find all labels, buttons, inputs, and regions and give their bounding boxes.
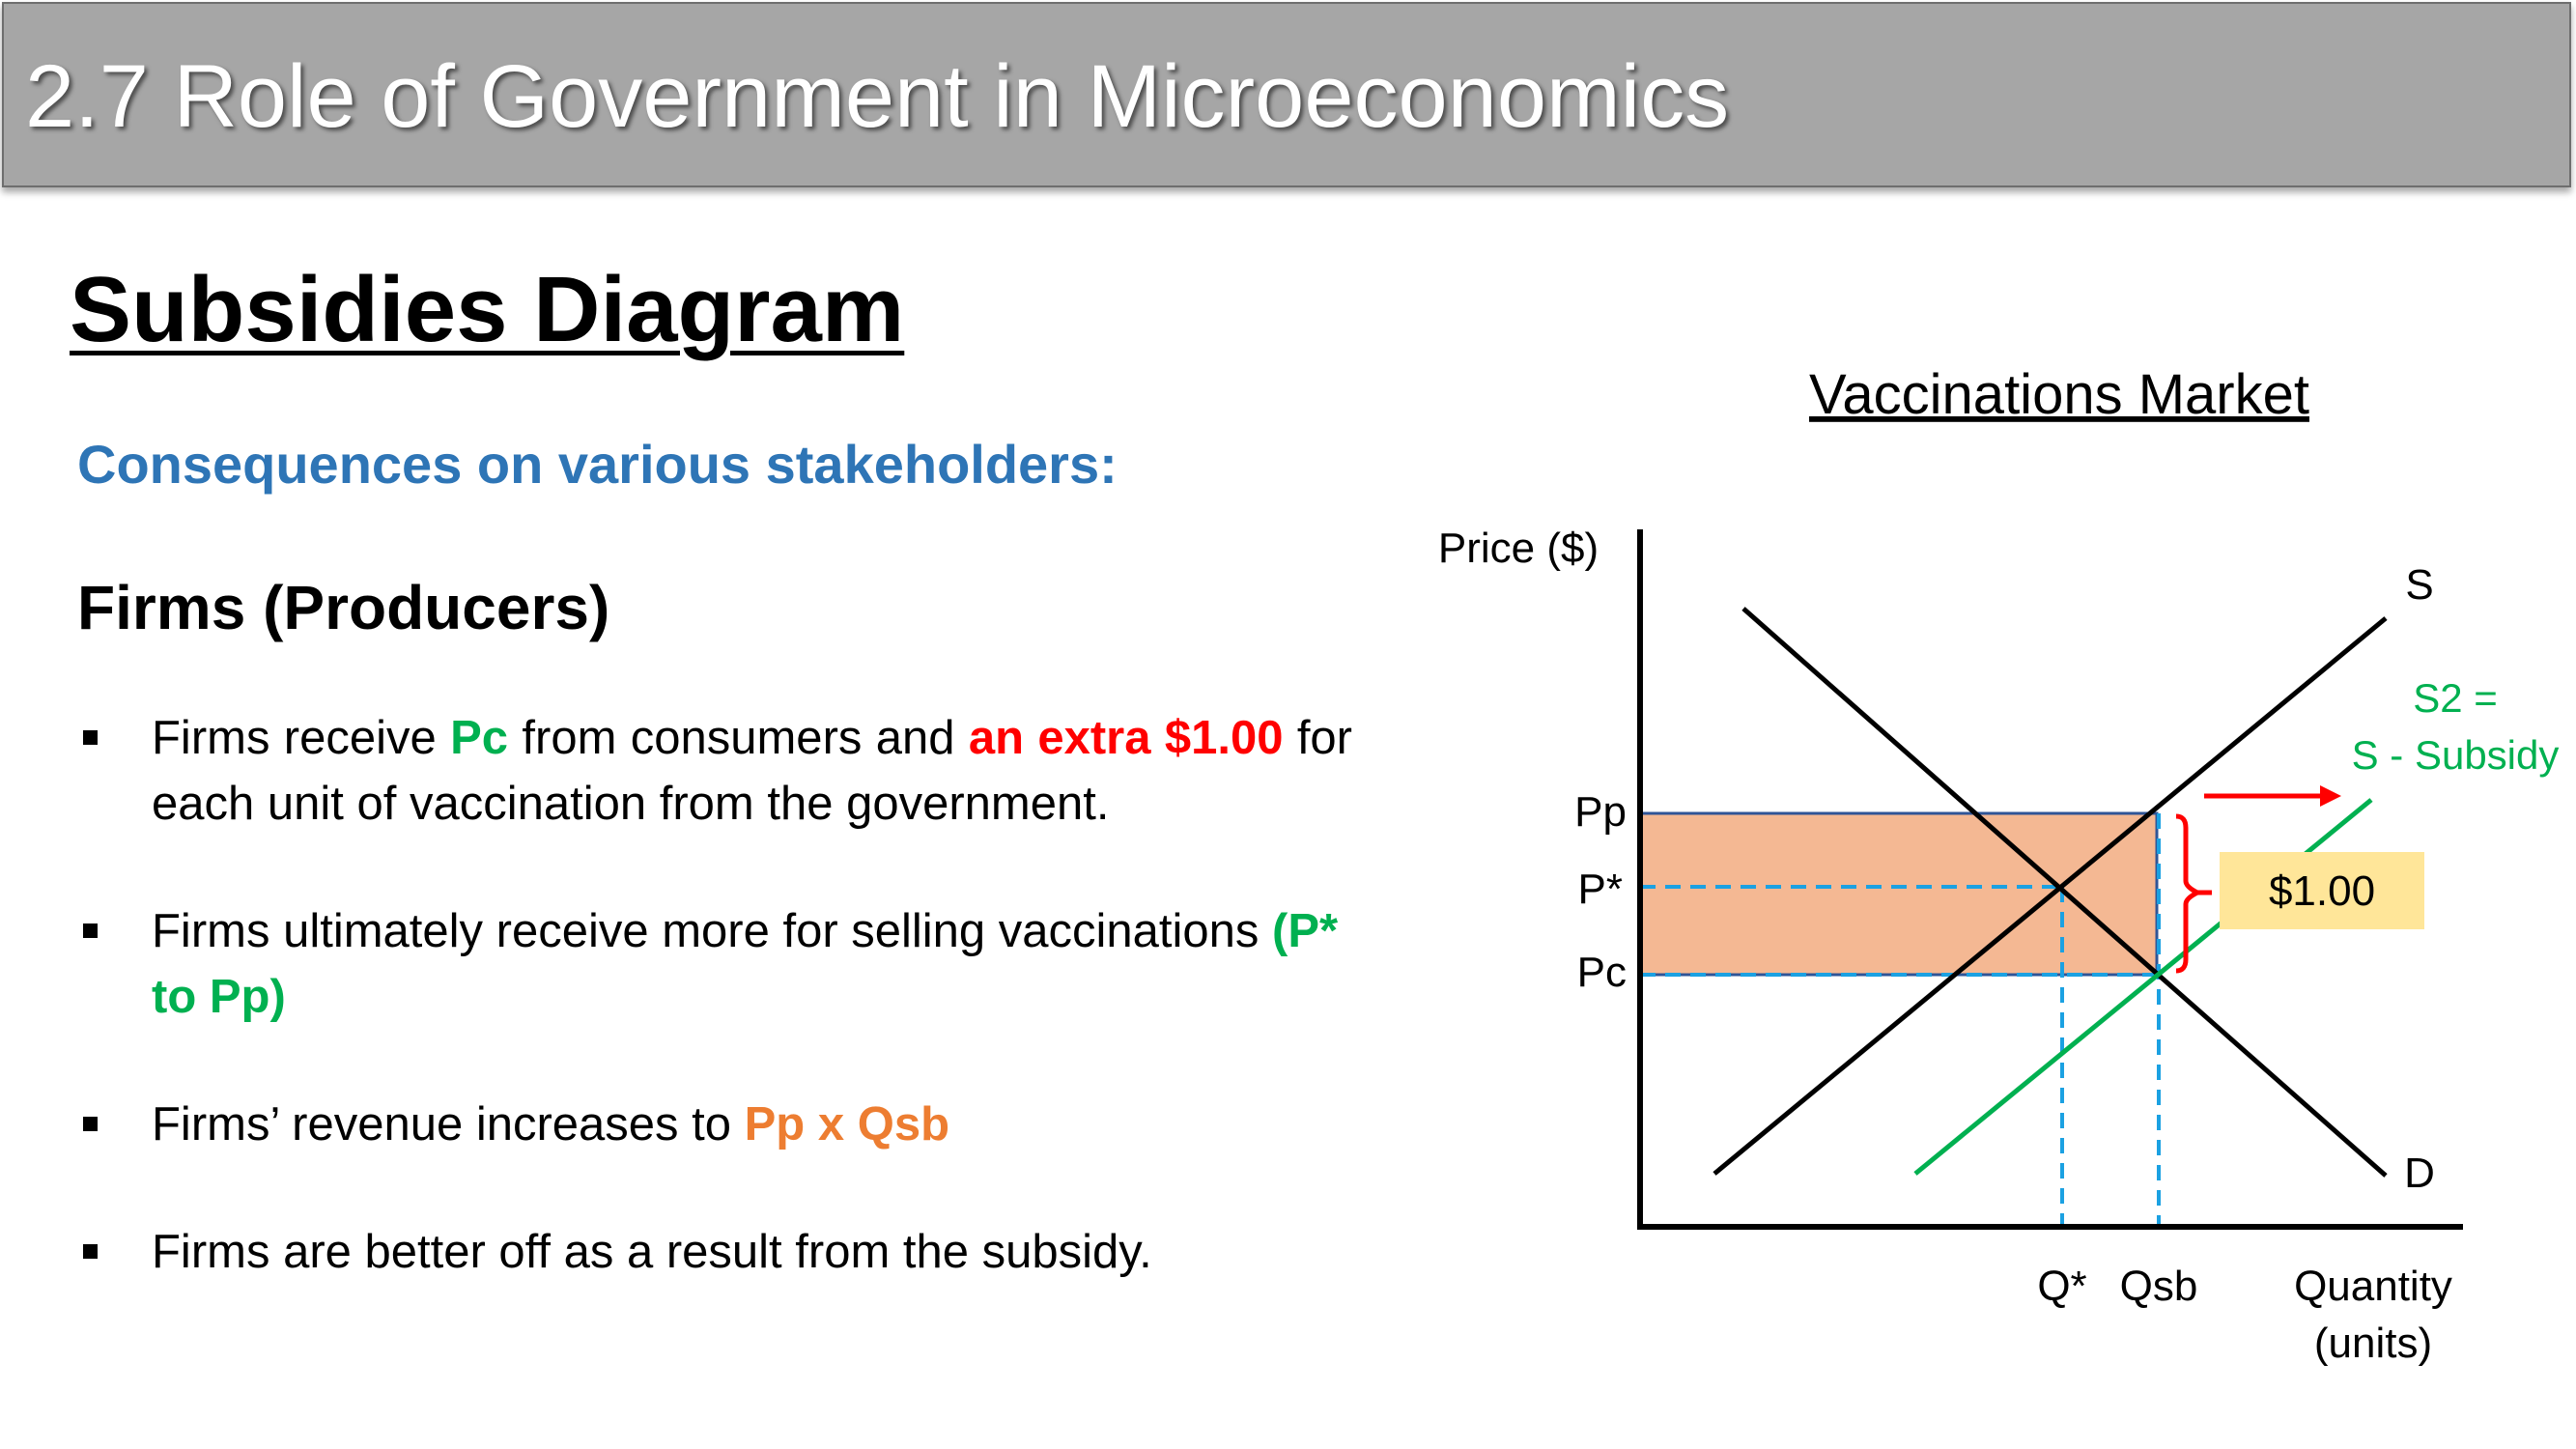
subsidy-amount-box xyxy=(2220,852,2424,929)
pstar-label: P* xyxy=(1578,866,1623,913)
supply-shift-arrow-head-icon xyxy=(2320,785,2341,807)
bullet-item: Firms are better off as a result from th… xyxy=(77,1219,1352,1285)
x-axis-label-line2: (units) xyxy=(2314,1320,2432,1367)
pc-highlight: Pc xyxy=(450,712,509,764)
bullet-text: from consumers and xyxy=(508,712,969,764)
demand-curve xyxy=(1741,607,2388,1178)
demand-label: D xyxy=(2404,1150,2435,1197)
stakeholders-subheading: Consequences on various stakeholders: xyxy=(77,434,1118,495)
square-bullet-icon xyxy=(83,1244,98,1259)
supply-curve xyxy=(1713,616,2388,1176)
bullet-item: Firms receive Pc from consumers and an e… xyxy=(77,705,1352,837)
slide-header: 2.7 Role of Government in Microeconomics xyxy=(2,2,2571,187)
price-change-highlight: (P* to Pp) xyxy=(152,905,1339,1023)
square-bullet-icon xyxy=(83,1117,98,1131)
revenue-highlight: Pp x Qsb xyxy=(744,1098,950,1151)
bullet-text: for each unit of vaccination from the go… xyxy=(152,712,1352,830)
revenue-area xyxy=(1640,813,2157,975)
bullet-text: Firms ultimately receive more for sellin… xyxy=(152,905,1273,957)
qsb-label: Qsb xyxy=(2120,1263,2198,1310)
bullet-list: Firms receive Pc from consumers and an e… xyxy=(77,705,1352,1347)
bullet-text: Firms’ revenue increases to xyxy=(152,1098,745,1151)
extra-subsidy-highlight: an extra $1.00 xyxy=(968,712,1284,764)
y-axis-label: Price ($) xyxy=(1438,525,1599,572)
s2-label-line2: S - Subsidy xyxy=(2352,732,2560,778)
slide-title: 2.7 Role of Government in Microeconomics xyxy=(25,47,1730,146)
square-bullet-icon xyxy=(83,923,98,938)
firms-heading: Firms (Producers) xyxy=(77,573,610,642)
diagram-title: Vaccinations Market xyxy=(1809,363,2309,426)
supply-label: S xyxy=(2405,561,2433,609)
x-axis-label-line1: Quantity xyxy=(2294,1263,2452,1310)
bullet-text: Firms receive xyxy=(152,712,451,764)
bullet-item: Firms’ revenue increases to Pp x Qsb xyxy=(77,1092,1352,1157)
pc-label: Pc xyxy=(1577,949,1627,996)
bullet-text: Firms are better off as a result from th… xyxy=(152,1226,1152,1278)
s2-label-line1: S2 = xyxy=(2413,675,2498,721)
pp-label: Pp xyxy=(1574,788,1627,836)
subsidy-amount-label: $1.00 xyxy=(2269,867,2375,915)
section-title: Subsidies Diagram xyxy=(70,258,905,361)
qstar-label: Q* xyxy=(2037,1263,2086,1310)
bullet-item: Firms ultimately receive more for sellin… xyxy=(77,898,1352,1030)
square-bullet-icon xyxy=(83,730,98,745)
